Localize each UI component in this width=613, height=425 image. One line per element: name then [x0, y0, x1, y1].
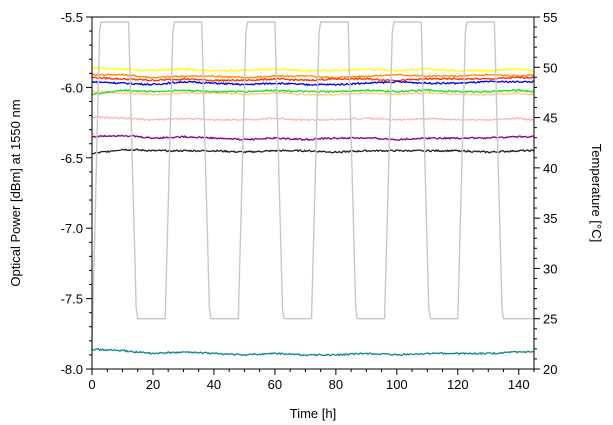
y2-tick-label: 55: [543, 10, 557, 25]
y2-tick-label: 20: [543, 362, 557, 377]
power-line-9: [91, 148, 535, 155]
y2-tick-label: 45: [543, 111, 557, 126]
series-layer: [91, 21, 535, 357]
x-tick-label: 140: [508, 377, 530, 392]
x-tick-label: 60: [268, 377, 282, 392]
power-line-6: [91, 88, 535, 96]
x-tick-label: 20: [146, 377, 160, 392]
y-tick-label: -7.0: [61, 221, 83, 236]
x-tick-label: 40: [207, 377, 221, 392]
power-line-3: [91, 76, 535, 82]
x-axis-title: Time [h]: [290, 406, 336, 421]
power-line-4: [91, 80, 535, 87]
power-line-7: [91, 115, 535, 122]
x-tick-label: 100: [386, 377, 408, 392]
y2-axis-title: Temperature [°C]: [589, 144, 604, 242]
y2-tick-label: 35: [543, 211, 557, 226]
y-tick-label: -6.0: [61, 80, 83, 95]
power-line-1: [92, 66, 535, 72]
y-tick-label: -5.5: [61, 10, 83, 25]
x-axis: 0 20 40 60 80 100 120 140: [88, 369, 535, 392]
plot-frame: [91, 16, 535, 370]
y-axis-title: Optical Power [dBm] at 1550 nm: [8, 99, 23, 286]
y-tick-label: -6.5: [61, 151, 83, 166]
y-axis-left: -8.0 -7.5 -7.0 -6.5 -6.0 -5.5: [61, 10, 92, 377]
y2-tick-label: 50: [543, 60, 557, 75]
power-line-5: [91, 90, 535, 96]
power-line-8: [91, 134, 535, 141]
x-tick-label: 0: [88, 377, 95, 392]
y-axis-right: 20 25 30 35 40 45 50 55: [534, 10, 557, 377]
y-tick-label: -7.5: [61, 292, 83, 307]
x-tick-label: 80: [329, 377, 343, 392]
power-line-2: [91, 73, 535, 79]
power-line-10: [91, 348, 535, 357]
temperature-line: [91, 21, 534, 349]
x-tick-label: 120: [447, 377, 469, 392]
y2-tick-label: 25: [543, 312, 557, 327]
y-tick-label: -8.0: [61, 362, 83, 377]
y2-tick-label: 30: [543, 261, 557, 276]
y2-tick-label: 40: [543, 161, 557, 176]
